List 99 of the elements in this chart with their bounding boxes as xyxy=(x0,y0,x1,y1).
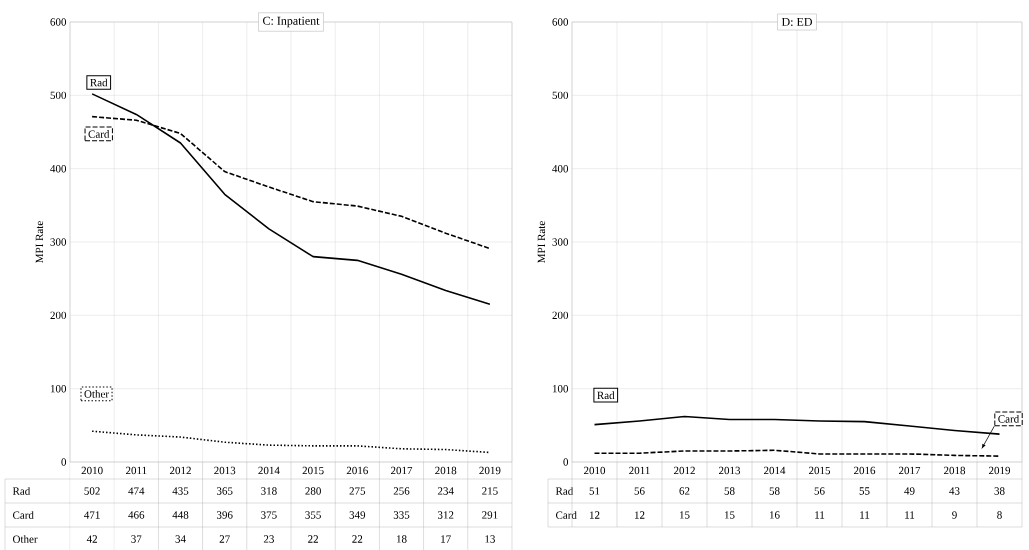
data-label: 23 xyxy=(263,535,274,543)
series-label: Card xyxy=(88,130,110,138)
y-tick-label: 400 xyxy=(552,164,569,173)
text: Card xyxy=(998,414,1020,423)
y-tick-label: 200 xyxy=(552,311,569,320)
data-label: 13 xyxy=(485,535,495,543)
data-label: 474 xyxy=(128,487,145,495)
data-label: 22 xyxy=(308,535,318,543)
data-label: 49 xyxy=(904,487,915,495)
y-axis-title: MPI Rate xyxy=(537,221,546,263)
data-label: 256 xyxy=(393,487,410,495)
data-label: 34 xyxy=(175,535,186,543)
data-label: 335 xyxy=(393,511,410,519)
data-label: 12 xyxy=(589,511,600,519)
data-label: 471 xyxy=(84,511,100,519)
x-tick-label: 2011 xyxy=(629,466,650,475)
y-tick-label: 400 xyxy=(50,164,67,173)
data-label: 435 xyxy=(172,487,189,495)
text: Other xyxy=(84,389,109,398)
data-label: 51 xyxy=(589,487,600,495)
data-label: 58 xyxy=(724,487,735,495)
data-label: 16 xyxy=(769,511,780,519)
data-label: 11 xyxy=(815,511,825,519)
line-series xyxy=(91,430,491,454)
data-label: 56 xyxy=(634,487,645,495)
x-tick-label: 2017 xyxy=(898,466,921,475)
text: Other xyxy=(12,535,38,543)
data-label: 215 xyxy=(482,487,498,495)
data-label: 466 xyxy=(128,511,145,519)
data-label: 448 xyxy=(172,511,189,519)
data-label: 15 xyxy=(724,511,735,519)
data-label: 27 xyxy=(219,535,230,543)
x-tick-label: 2012 xyxy=(169,466,191,475)
y-tick-label: 600 xyxy=(50,18,67,26)
x-tick-label: 2018 xyxy=(435,466,457,475)
data-label: 396 xyxy=(216,511,233,519)
y-tick-label: 200 xyxy=(50,311,67,320)
data-label: 12 xyxy=(634,511,645,519)
data-label: 275 xyxy=(349,487,366,495)
data-label: 42 xyxy=(86,535,97,543)
data-label: 280 xyxy=(305,487,321,495)
data-label: 234 xyxy=(437,487,454,495)
x-tick-label: 2014 xyxy=(763,466,786,475)
data-label: 62 xyxy=(679,487,690,495)
data-label: 355 xyxy=(305,511,321,519)
data-label: 43 xyxy=(949,487,960,495)
y-tick-label: 100 xyxy=(50,384,67,393)
text: Card xyxy=(12,511,34,519)
data-label: 37 xyxy=(131,535,142,543)
y-tick-label: 500 xyxy=(552,91,569,100)
x-tick-label: 2013 xyxy=(718,466,741,475)
data-label: 318 xyxy=(261,487,277,495)
y-tick-label: 500 xyxy=(50,91,67,100)
data-label: 11 xyxy=(905,511,915,519)
x-tick-label: 2011 xyxy=(125,466,147,475)
x-tick-label: 2010 xyxy=(583,466,606,475)
data-label: 11 xyxy=(860,511,870,519)
x-tick-label: 2017 xyxy=(390,466,413,475)
chart-title: D: ED xyxy=(781,17,813,27)
data-label: 15 xyxy=(679,511,690,519)
data-label: 55 xyxy=(859,487,870,495)
y-tick-label: 600 xyxy=(552,18,569,26)
data-label: 312 xyxy=(437,511,454,519)
y-tick-label: 0 xyxy=(61,458,67,466)
x-tick-label: 2012 xyxy=(673,466,695,475)
data-label: 8 xyxy=(997,511,1002,519)
y-tick-label: 300 xyxy=(552,238,569,246)
y-axis-title: MPI Rate xyxy=(35,221,44,263)
data-label: 375 xyxy=(261,511,277,519)
data-label: 38 xyxy=(994,487,1005,495)
y-tick-label: 300 xyxy=(50,238,67,246)
x-tick-label: 2013 xyxy=(214,466,236,475)
x-tick-label: 2018 xyxy=(943,466,966,475)
chart-title: C: Inpatient xyxy=(263,16,320,28)
x-tick-label: 2019 xyxy=(988,466,1011,475)
data-label: 9 xyxy=(952,511,957,519)
x-tick-label: 2010 xyxy=(81,466,103,475)
x-tick-label: 2015 xyxy=(808,466,831,475)
data-label: 502 xyxy=(84,487,100,495)
x-tick-label: 2016 xyxy=(346,466,368,475)
data-label: 56 xyxy=(814,487,825,495)
text: Rad xyxy=(12,487,31,495)
text: Rad xyxy=(555,487,574,495)
x-tick-label: 2015 xyxy=(302,466,324,475)
y-tick-label: 100 xyxy=(552,384,569,393)
data-label: 291 xyxy=(482,511,498,519)
text: Rad xyxy=(597,391,615,400)
text: Card xyxy=(555,511,577,519)
y-tick-label: 0 xyxy=(563,458,569,466)
x-tick-label: 2014 xyxy=(258,466,280,475)
data-label: 18 xyxy=(396,535,407,543)
data-label: 17 xyxy=(441,535,451,543)
x-tick-label: 2016 xyxy=(853,466,876,475)
x-tick-label: 2019 xyxy=(479,466,501,475)
data-label: 365 xyxy=(216,487,233,495)
series-label: Rad xyxy=(90,78,108,87)
data-label: 349 xyxy=(349,511,366,519)
data-label: 58 xyxy=(769,487,780,495)
data-label: 22 xyxy=(352,535,363,543)
